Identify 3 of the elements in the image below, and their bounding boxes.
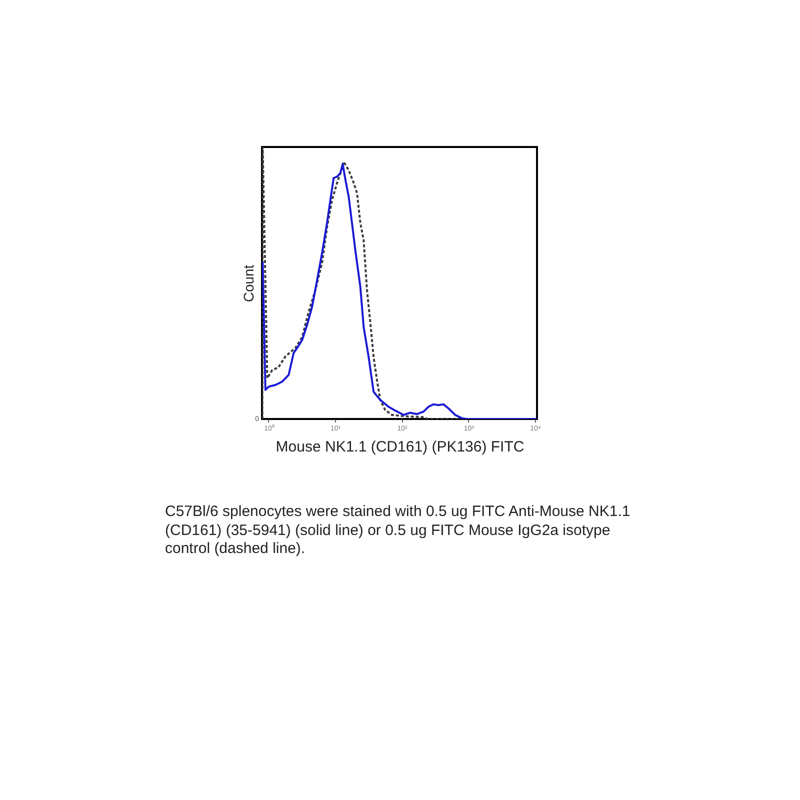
x-axis-title: Mouse NK1.1 (CD161) (PK136) FITC <box>276 438 524 456</box>
text: C57Bl/6 splenocytes were stained with 0.5 ug FITC Anti-Mouse NK1.1 (CD161) (35-5941) (solid line) or 0.5 ug FITC Mouse IgG2a isotype control (dashed line). <box>165 503 632 558</box>
y-axis-title: Count <box>240 264 256 302</box>
